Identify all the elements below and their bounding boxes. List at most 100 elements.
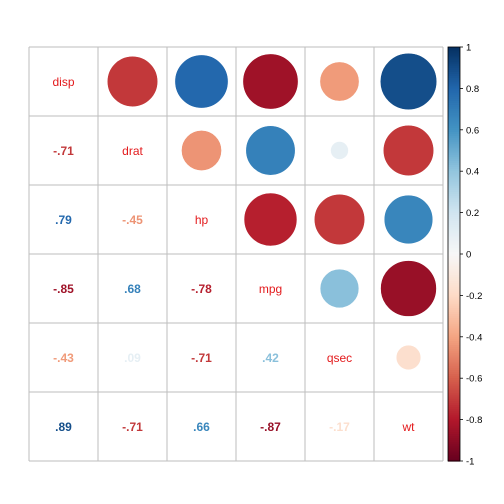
colorbar-segment (448, 140, 460, 143)
colorbar-segment (448, 148, 460, 152)
corr-value-wt-drat: -.71 (122, 420, 143, 434)
matrix-grid (28, 46, 444, 462)
corr-circle-hp-wt (383, 194, 434, 245)
corr-value-hp-disp: .79 (55, 213, 72, 227)
colorbar-segment (448, 332, 460, 336)
colorbar-segment (448, 353, 460, 357)
corr-circle-drat-qsec (330, 141, 349, 160)
colorbar-segment (448, 305, 460, 309)
colorbar-segment (448, 349, 460, 352)
colorbar-tick-label: -0.2 (466, 291, 482, 302)
corr-circle-drat-wt (382, 124, 435, 177)
colorbar-segment (448, 104, 460, 108)
diagonal-label-hp: hp (195, 213, 209, 227)
colorbar-segment (448, 88, 460, 92)
colorbar-segment (448, 386, 460, 390)
colorbar-tick-label: 0.6 (466, 125, 479, 136)
colorbar-segment (448, 200, 460, 203)
colorbar-segment (448, 303, 460, 307)
colorbar-segment (448, 456, 460, 460)
colorbar-segment (448, 371, 460, 375)
diagonal-label-mpg: mpg (259, 282, 282, 296)
corr-circle-disp-mpg (242, 53, 299, 110)
corr-value-mpg-drat: .68 (124, 282, 141, 296)
colorbar-segment (448, 63, 460, 67)
colorbar-segment (448, 136, 460, 139)
corr-value-qsec-mpg: .42 (262, 351, 279, 365)
colorbar-segment (448, 220, 460, 224)
corr-value-mpg-disp: -.85 (53, 282, 74, 296)
colorbar-segment (448, 123, 460, 127)
colorbar-segment (448, 225, 460, 228)
colorbar-segment (448, 152, 460, 156)
corr-circle-disp-wt (379, 52, 438, 111)
colorbar-segment (448, 268, 460, 272)
colorbar-segment (448, 444, 460, 448)
colorbar-segment (448, 272, 460, 276)
colorbar-segment (448, 171, 460, 174)
colorbar-segment (448, 282, 460, 286)
colorbar-segment (448, 403, 460, 406)
corr-circle-qsec-wt (395, 344, 422, 371)
colorbar-segment (448, 218, 460, 222)
colorbar-segment (448, 382, 460, 386)
colorbar-segment (448, 338, 460, 342)
colorbar-segment (448, 59, 460, 63)
colorbar-segment (448, 411, 460, 414)
colorbar-segment (448, 100, 460, 104)
colorbar-segment (448, 198, 460, 201)
colorbar-segment (448, 287, 460, 290)
colorbar-segment (448, 162, 460, 166)
colorbar-segment (448, 82, 460, 85)
colorbar-segment (448, 187, 460, 191)
colorbar-segment (448, 374, 460, 377)
colorbar-segment (448, 90, 460, 94)
colorbar-segment (448, 119, 460, 123)
colorbar-segment (448, 278, 460, 282)
colorbar-segment (448, 189, 460, 193)
colorbar-segment (448, 129, 460, 133)
colorbar-segment (448, 249, 460, 253)
colorbar-segment (448, 289, 460, 292)
colorbar-segment (448, 53, 460, 56)
colorbar-segment (448, 384, 460, 388)
colorbar-segment (448, 121, 460, 125)
colorbar-segment (448, 177, 460, 181)
colorbar-segment (448, 71, 460, 75)
colorbar-segment (448, 229, 460, 232)
colorbar-segment (448, 365, 460, 369)
colorbar-segment (448, 65, 460, 69)
colorbar-segment (448, 150, 460, 154)
colorbar-segment (448, 307, 460, 311)
colorbar-segment (448, 427, 460, 431)
colorbar-segment (448, 117, 460, 121)
colorbar-segment (448, 394, 460, 398)
colorbar-segment (448, 233, 460, 236)
colorbar-segment (448, 390, 460, 394)
colorbar-segment (448, 254, 460, 257)
colorbar-segment (448, 276, 460, 280)
colorbar-segment (448, 436, 460, 439)
colorbar-segment (448, 388, 460, 392)
colorbar-segment (448, 241, 460, 245)
diagonal-label-drat: drat (122, 144, 143, 158)
colorbar-segment (448, 297, 460, 301)
corr-value-qsec-hp: -.71 (191, 351, 212, 365)
colorbar-segment (448, 47, 460, 50)
colorbar-segment (448, 210, 460, 214)
colorbar-segment (448, 270, 460, 274)
corr-value-hp-drat: -.45 (122, 213, 143, 227)
colorbar-segment (448, 448, 460, 452)
colorbar-segment (448, 260, 460, 263)
colorbar-tick-label: 0.2 (466, 208, 479, 219)
colorbar-segment (448, 309, 460, 313)
corr-value-wt-hp: .66 (193, 420, 210, 434)
colorbar-segment (448, 158, 460, 162)
colorbar-segment (448, 111, 460, 114)
colorbar-segment (448, 204, 460, 207)
colorbar-segment (448, 405, 460, 408)
colorbar-segment (448, 369, 460, 373)
colorbar-segment (448, 154, 460, 158)
colorbar-segment (448, 415, 460, 419)
